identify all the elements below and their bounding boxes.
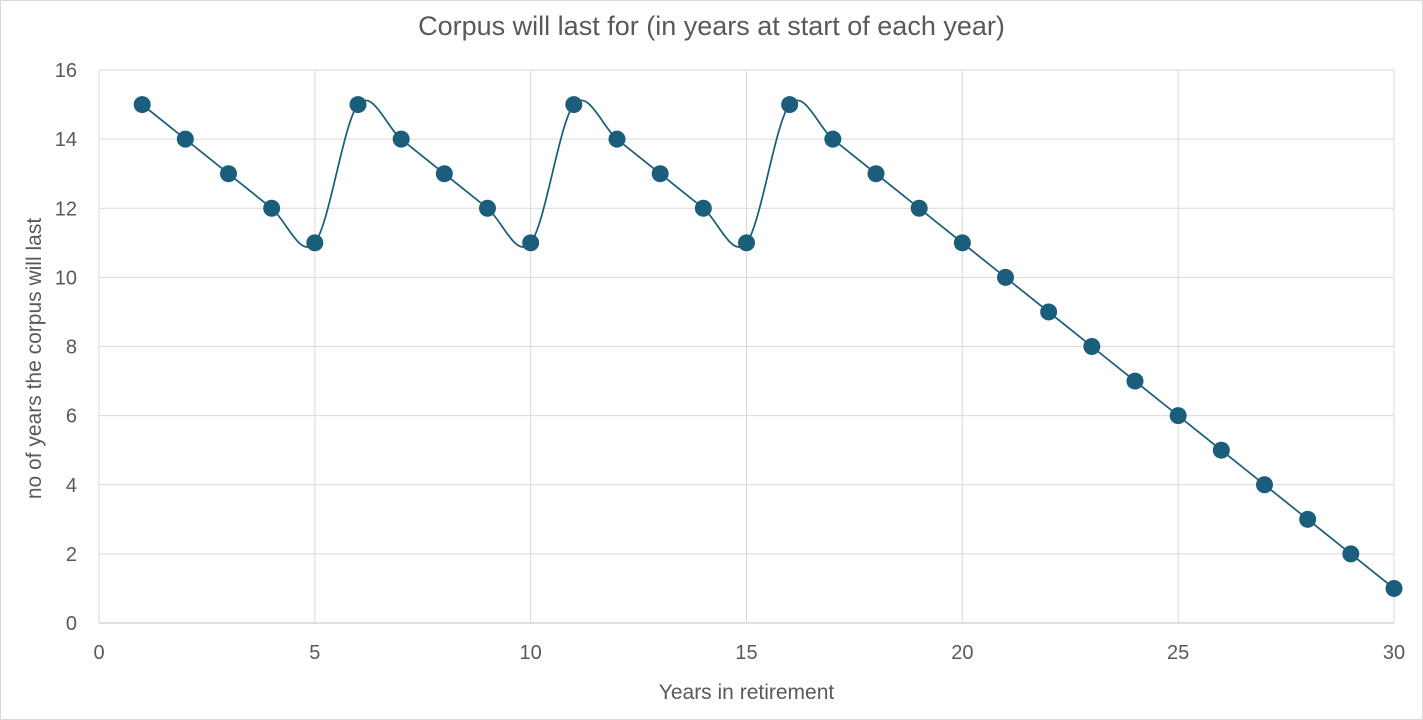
- x-tick-label: 5: [309, 642, 320, 664]
- data-point: [1385, 579, 1403, 597]
- data-point: [1299, 510, 1317, 528]
- y-tick-label: 10: [55, 267, 77, 289]
- data-point: [1169, 407, 1187, 425]
- x-axis-title: Years in retirement: [659, 681, 835, 704]
- y-tick-label: 0: [66, 613, 77, 635]
- data-point: [824, 130, 842, 148]
- data-point: [176, 130, 194, 148]
- data-point: [133, 96, 151, 114]
- data-point: [1040, 303, 1058, 321]
- x-tick-label: 20: [951, 642, 973, 664]
- data-point: [608, 130, 626, 148]
- series-layer: [133, 96, 1403, 597]
- data-point: [1212, 441, 1230, 459]
- data-point: [910, 199, 928, 217]
- data-point: [1256, 476, 1273, 494]
- y-tick-label: 16: [55, 60, 77, 82]
- y-tick-label: 4: [66, 475, 77, 497]
- y-tick-label: 12: [55, 198, 77, 220]
- grid-layer: [98, 69, 1395, 624]
- tick-labels: 0 2 4 6 8 10 12 14 16 0 5 10 15 20 25 30: [55, 60, 1405, 664]
- data-point: [306, 234, 324, 252]
- data-point: [220, 165, 237, 183]
- data-point: [263, 199, 281, 217]
- x-tick-label: 15: [735, 642, 757, 664]
- x-tick-label: 25: [1167, 642, 1189, 664]
- x-tick-label: 10: [520, 642, 542, 664]
- data-point: [738, 234, 755, 252]
- y-tick-label: 2: [66, 544, 77, 566]
- series-line: [141, 99, 1395, 590]
- data-point: [694, 199, 712, 217]
- y-tick-label: 8: [66, 337, 77, 359]
- x-tick-label: 0: [93, 642, 104, 664]
- data-point: [522, 234, 540, 252]
- data-point: [1083, 338, 1101, 355]
- data-point: [781, 96, 799, 114]
- data-point: [435, 165, 453, 183]
- data-point: [1126, 372, 1144, 390]
- data-point: [1342, 545, 1360, 563]
- data-point: [349, 96, 367, 114]
- data-point: [392, 130, 410, 148]
- data-point: [953, 234, 971, 252]
- y-tick-label: 6: [66, 406, 77, 428]
- data-point: [479, 199, 496, 217]
- x-tick-label: 30: [1383, 642, 1405, 664]
- data-point: [867, 165, 885, 183]
- data-point: [997, 268, 1014, 286]
- data-point: [651, 165, 669, 183]
- data-point: [565, 96, 583, 114]
- y-axis-title: no of years the corpus will last: [23, 218, 46, 499]
- chart-title: Corpus will last for (in years at start …: [418, 11, 1005, 41]
- y-tick-label: 14: [55, 129, 77, 151]
